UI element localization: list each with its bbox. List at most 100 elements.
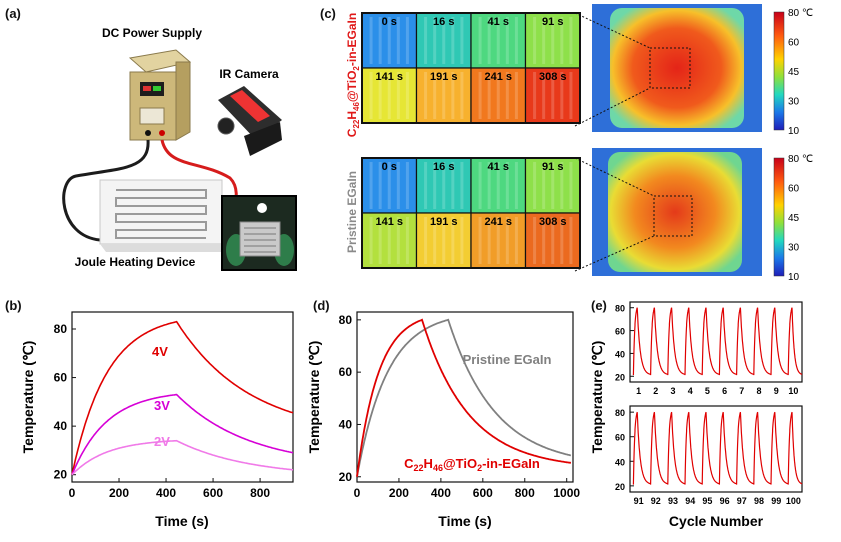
x-tick-label: 96 — [720, 496, 730, 506]
tile-time-label: 16 s — [433, 161, 454, 173]
black-wire — [62, 139, 150, 242]
colorbar-top — [773, 11, 785, 131]
y-tick-label: 40 — [339, 417, 353, 431]
thermal-tiles-bottom: 0 s 16 s 41 s 91 s 141 s 191 s 241 s 308 s — [361, 157, 581, 269]
x-tick-label: 7 — [739, 386, 744, 396]
series-line — [356, 318, 572, 477]
tile-time-label: 241 s — [484, 71, 512, 83]
y-tick-label: 40 — [54, 419, 68, 433]
tile-time-label: 191 s — [430, 71, 458, 83]
plot-frame — [356, 311, 574, 483]
tile-time-label: 191 s — [430, 216, 458, 228]
tile-time-label: 241 s — [484, 216, 512, 228]
colorbar-tick-label: 60 — [788, 184, 800, 195]
x-axis-label: Time (s) — [155, 513, 208, 529]
series-line — [356, 318, 571, 477]
y-tick-label: 60 — [54, 371, 68, 385]
x-tick-label: 6 — [722, 386, 727, 396]
series-label: 2V — [154, 434, 170, 449]
y-axis-label: Temperature (℃) — [306, 341, 322, 454]
tile-time-label: 0 s — [382, 161, 397, 173]
tile-time-label: 141 s — [375, 71, 403, 83]
x-tick-label: 99 — [771, 496, 781, 506]
thermal-image-top — [592, 4, 762, 132]
colorbar-labels: 80 ℃ 60 45 30 10 80 ℃ 60 45 30 10 — [788, 8, 813, 283]
x-tick-label: 800 — [250, 486, 270, 500]
panel-label-b: (b) — [5, 298, 22, 313]
chart-b: 0 200 400 600 800 20 40 60 80 4V 3V 2V Time (s) Tempe… — [20, 311, 294, 529]
x-tick-label: 97 — [737, 496, 747, 506]
thermal-tile — [470, 157, 527, 214]
y-tick-label: 20 — [54, 468, 68, 482]
colorbar-tick-label: 80 ℃ — [788, 154, 813, 165]
series-line-2V — [71, 439, 294, 476]
colorbar-tick-label: 60 — [788, 38, 800, 49]
y-tick-label: 40 — [615, 457, 625, 467]
y-tick-label: 20 — [339, 470, 353, 484]
x-tick-label: 4 — [688, 386, 693, 396]
x-tick-label: 5 — [705, 386, 710, 396]
colorbar-tick-label: 45 — [788, 67, 800, 78]
x-tick-label: 1 — [636, 386, 641, 396]
x-tick-label: 2 — [653, 386, 658, 396]
tile-time-label: 91 s — [542, 161, 563, 173]
x-tick-label: 0 — [354, 486, 361, 500]
device-photo-inset — [221, 195, 297, 271]
x-tick-label: 800 — [515, 486, 535, 500]
x-tick-label: 600 — [473, 486, 493, 500]
x-tick-label: 100 — [786, 496, 801, 506]
zoom-lines — [574, 12, 655, 272]
thermal-tile — [415, 67, 472, 124]
tile-time-label: 41 s — [488, 161, 509, 173]
row-label-c22h46: C22H46@TiO2-in-EGaIn — [345, 13, 361, 137]
series-label-pristine: Pristine EGaIn — [463, 352, 552, 367]
plot-frame — [629, 301, 803, 383]
cycle-line — [632, 307, 803, 376]
y-tick-label: 80 — [615, 304, 625, 314]
plot-frame — [71, 311, 294, 483]
y-tick-label: 60 — [615, 327, 625, 337]
y-axis-label: Temperature (℃) — [20, 341, 36, 454]
tile-frame — [361, 12, 581, 124]
chart-d: 0 200 400 600 800 1000 20 40 60 80 Pristine EGaIn C… — [306, 311, 580, 529]
tile-time-label: 41 s — [488, 16, 509, 28]
series-line-3V — [71, 393, 294, 476]
colorbar-tick-label: 30 — [788, 243, 800, 254]
colorbar-tick-label: 30 — [788, 97, 800, 108]
joule-heating-device-illustration — [99, 179, 228, 252]
x-tick-label: 400 — [431, 486, 451, 500]
plot-frame — [629, 405, 803, 493]
y-tick-label: 40 — [615, 349, 625, 359]
series-label-c22h46: C22H46@TiO2-in-EGaIn — [404, 456, 540, 473]
x-tick-label: 94 — [685, 496, 695, 506]
thermal-tile — [470, 12, 527, 69]
thermal-tiles-top: 0 s 16 s 41 s 91 s 141 s 191 s 241 s 308 s — [361, 12, 581, 124]
y-axis-label: Temperature (℃) — [589, 341, 605, 454]
panel-label-a: (a) — [5, 6, 21, 21]
y-tick-label: 80 — [615, 408, 625, 418]
thermal-tile — [470, 67, 527, 124]
x-tick-label: 92 — [651, 496, 661, 506]
panel-c-thermal-images: C22H46@TiO2-in-EGaIn Pristine EGaIn 0 s 1… — [345, 4, 813, 283]
panel-label-c: (c) — [320, 6, 336, 21]
y-tick-label: 60 — [615, 433, 625, 443]
cycle-line — [632, 411, 803, 485]
power-supply-illustration — [128, 49, 192, 141]
x-tick-label: 10 — [788, 386, 798, 396]
x-tick-label: 8 — [756, 386, 761, 396]
y-tick-label: 20 — [615, 482, 625, 492]
thermal-tile — [415, 157, 472, 214]
y-tick-label: 80 — [339, 313, 353, 327]
heating-device-label: Joule Heating Device — [75, 255, 196, 269]
colorbar-bottom — [773, 157, 785, 277]
tile-time-label: 141 s — [375, 216, 403, 228]
panel-label-d: (d) — [313, 298, 330, 313]
ir-camera-label: IR Camera — [219, 67, 279, 81]
x-tick-label: 98 — [754, 496, 764, 506]
series-label: 4V — [152, 344, 168, 359]
tile-time-label: 91 s — [542, 16, 563, 28]
colorbar-tick-label: 80 ℃ — [788, 8, 813, 19]
tile-time-label: 0 s — [382, 16, 397, 28]
x-tick-label: 93 — [668, 496, 678, 506]
